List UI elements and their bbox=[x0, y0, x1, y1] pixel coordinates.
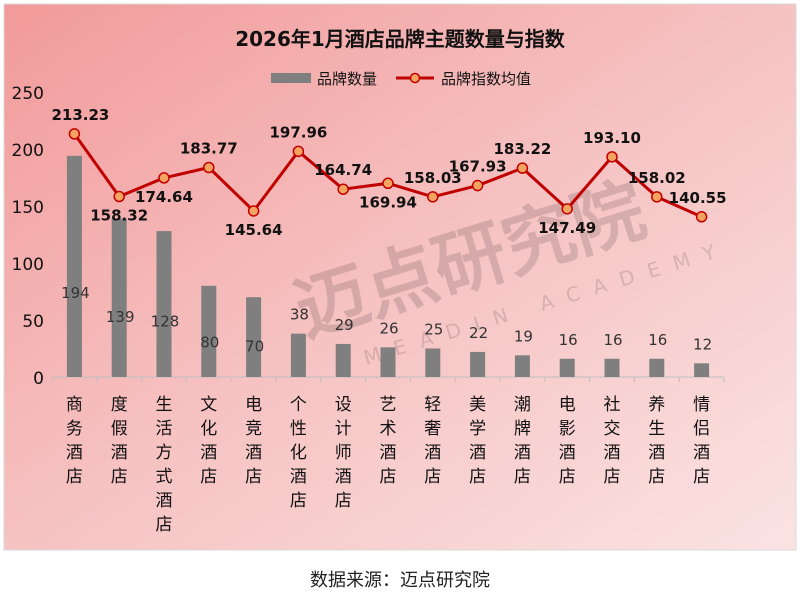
x-category-label: 电竞酒店 bbox=[245, 395, 262, 487]
index-point bbox=[606, 151, 618, 163]
bar-value-label: 38 bbox=[290, 306, 309, 324]
index-value-label: 158.03 bbox=[404, 169, 462, 187]
legend-bar-label: 品牌数量 bbox=[317, 70, 377, 88]
legend: 品牌数量 品牌指数均值 bbox=[271, 70, 531, 88]
y-tick-label: 150 bbox=[12, 198, 44, 218]
index-value-label: 164.74 bbox=[314, 161, 372, 179]
chart-svg: 迈点研究院 MEADIN ACADEMY 2026年1月酒店品牌主题数量与指数 … bbox=[3, 3, 797, 551]
x-category-label: 轻奢酒店 bbox=[424, 395, 441, 487]
y-axis: 0 50 100 150 200 250 bbox=[12, 84, 44, 389]
x-category-label: 生活方式酒店 bbox=[156, 395, 173, 535]
index-point bbox=[427, 191, 439, 203]
bar bbox=[470, 351, 486, 377]
bar-value-label: 194 bbox=[61, 284, 90, 302]
index-value-label: 140.55 bbox=[669, 189, 727, 207]
bar bbox=[604, 358, 620, 377]
bar-value-label: 70 bbox=[245, 338, 264, 356]
x-category-label: 文化酒店 bbox=[200, 395, 217, 487]
bar bbox=[156, 231, 172, 377]
index-point bbox=[382, 177, 394, 190]
bar-value-label: 16 bbox=[603, 331, 622, 349]
x-category-label: 情侣酒店 bbox=[693, 395, 710, 487]
index-point bbox=[113, 190, 125, 203]
index-value-label: 197.96 bbox=[269, 123, 327, 141]
index-point bbox=[337, 183, 349, 195]
index-point bbox=[292, 145, 305, 158]
index-value-label: 158.02 bbox=[628, 169, 686, 187]
bar-value-label: 29 bbox=[335, 316, 354, 334]
y-tick-label: 200 bbox=[12, 141, 44, 161]
x-axis-labels: 商务酒店 度假酒店 生活方式酒店 文化酒店 电竞酒店 个性化酒店 设计师酒店 艺术酒店 轻奢酒店… bbox=[66, 395, 710, 535]
y-tick-label: 100 bbox=[12, 255, 44, 275]
bar-value-label: 80 bbox=[200, 333, 219, 351]
x-axis-ticks bbox=[51, 377, 725, 382]
index-value-label: 183.22 bbox=[493, 140, 551, 158]
bar-value-label: 16 bbox=[648, 331, 667, 349]
bar-value-label: 25 bbox=[424, 321, 443, 339]
x-category-label: 商务酒店 bbox=[66, 395, 83, 487]
index-point bbox=[695, 211, 708, 223]
bar bbox=[335, 343, 351, 377]
bar bbox=[201, 285, 217, 377]
x-category-label: 养生酒店 bbox=[648, 395, 665, 487]
x-category-label: 艺术酒店 bbox=[380, 395, 397, 487]
bar bbox=[111, 218, 127, 377]
bar bbox=[66, 155, 82, 377]
chart-title: 2026年1月酒店品牌主题数量与指数 bbox=[235, 27, 566, 51]
bar bbox=[290, 333, 306, 377]
x-category-label: 潮牌酒店 bbox=[514, 395, 531, 487]
bar bbox=[694, 363, 710, 377]
bar-value-label: 22 bbox=[469, 324, 488, 342]
bar-series bbox=[66, 155, 710, 377]
x-category-label: 个性化酒店 bbox=[290, 395, 307, 511]
bar bbox=[246, 297, 262, 377]
legend-bar-swatch bbox=[271, 73, 311, 83]
bar bbox=[425, 348, 441, 377]
index-value-label: 193.10 bbox=[583, 129, 641, 147]
index-value-label: 183.77 bbox=[180, 140, 238, 158]
x-category-label: 设计师酒店 bbox=[335, 395, 352, 511]
x-category-label: 电影酒店 bbox=[559, 395, 576, 487]
y-tick-label: 0 bbox=[33, 369, 44, 389]
index-point bbox=[203, 161, 215, 174]
line-series bbox=[68, 128, 708, 223]
chart-background bbox=[3, 3, 797, 551]
index-value-label: 167.93 bbox=[449, 158, 507, 176]
bar-value-labels: 194 139 128 80 70 38 29 26 25 22 19 16 16 16 12 bbox=[61, 284, 712, 356]
bar-value-label: 19 bbox=[514, 327, 533, 345]
index-value-label: 169.94 bbox=[359, 193, 417, 211]
index-point bbox=[516, 162, 529, 174]
x-category-label: 度假酒店 bbox=[111, 395, 128, 487]
index-point bbox=[471, 179, 484, 192]
bar-value-label: 26 bbox=[379, 319, 398, 337]
bar bbox=[649, 358, 665, 377]
bar-value-label: 12 bbox=[693, 335, 712, 353]
x-category-label: 美学酒店 bbox=[469, 395, 486, 487]
y-tick-label: 250 bbox=[12, 84, 44, 104]
legend-line-label: 品牌指数均值 bbox=[441, 70, 531, 88]
index-point bbox=[651, 191, 663, 203]
index-value-label: 174.64 bbox=[135, 188, 193, 206]
source-note: 数据来源：迈点研究院 bbox=[310, 570, 490, 591]
bar bbox=[559, 358, 575, 377]
index-value-label: 158.32 bbox=[90, 207, 148, 225]
bar-value-label: 128 bbox=[151, 313, 180, 331]
x-category-label: 社交酒店 bbox=[604, 395, 621, 487]
legend-line-marker bbox=[409, 72, 421, 84]
bar-value-label: 16 bbox=[559, 331, 578, 349]
index-value-label: 147.49 bbox=[538, 219, 596, 237]
index-value-label: 213.23 bbox=[51, 106, 109, 124]
index-point bbox=[561, 203, 573, 215]
index-point bbox=[68, 128, 81, 140]
index-point bbox=[158, 172, 170, 184]
index-point bbox=[247, 205, 260, 217]
y-tick-label: 50 bbox=[22, 312, 44, 332]
index-value-label: 145.64 bbox=[225, 221, 283, 239]
bar-value-label: 139 bbox=[106, 308, 135, 326]
bar bbox=[380, 347, 396, 377]
bar bbox=[514, 355, 530, 377]
